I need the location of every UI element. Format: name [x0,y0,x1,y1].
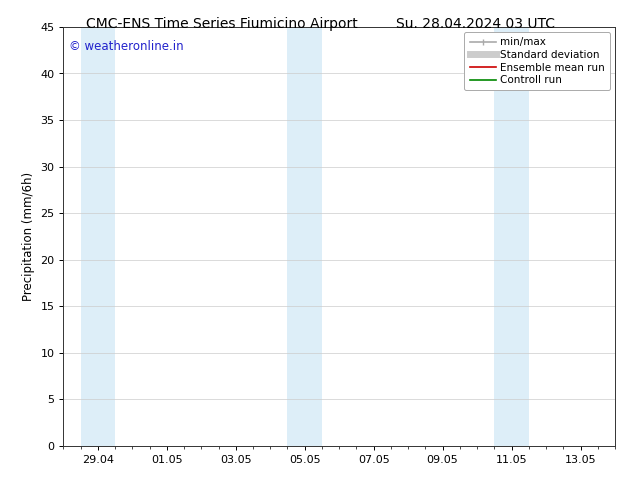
Text: Su. 28.04.2024 03 UTC: Su. 28.04.2024 03 UTC [396,17,555,31]
Bar [495,27,529,446]
Text: CMC-ENS Time Series Fiumicino Airport: CMC-ENS Time Series Fiumicino Airport [86,17,358,31]
Bar [81,27,115,446]
Y-axis label: Precipitation (mm/6h): Precipitation (mm/6h) [22,172,35,301]
Bar [287,27,322,446]
Legend: min/max, Standard deviation, Ensemble mean run, Controll run: min/max, Standard deviation, Ensemble me… [464,32,610,90]
Text: © weatheronline.in: © weatheronline.in [69,40,183,52]
